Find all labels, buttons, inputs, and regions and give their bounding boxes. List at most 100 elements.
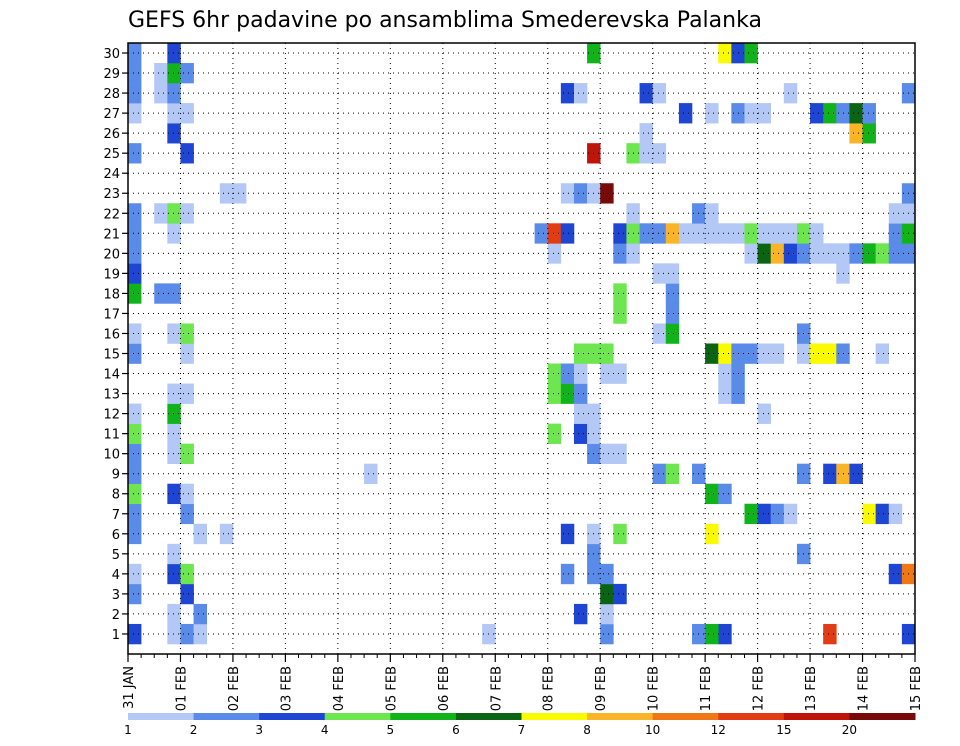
colorbar-label: 10	[645, 723, 660, 737]
precip-cell	[128, 263, 142, 284]
precip-cell	[823, 243, 837, 264]
precip-cell	[180, 483, 194, 505]
precip-cell	[573, 383, 588, 404]
precip-cell	[600, 603, 614, 625]
precip-cell	[167, 203, 181, 224]
precip-cell	[128, 223, 142, 244]
precip-cell	[783, 243, 798, 264]
precip-cell	[193, 623, 207, 645]
precip-cell	[600, 363, 614, 384]
y-tick-label: 1	[112, 628, 120, 643]
precip-cell	[652, 223, 667, 244]
precip-cell	[757, 243, 772, 264]
precip-cell	[744, 43, 758, 64]
precip-cell	[573, 603, 588, 625]
x-tick-label: 05 FEB	[384, 666, 399, 711]
x-tick-label: 13 FEB	[804, 666, 819, 711]
precip-cell	[167, 383, 181, 404]
precip-cell	[180, 103, 194, 124]
precip-cell	[705, 103, 719, 124]
precip-cell	[600, 183, 614, 204]
precip-cell	[849, 123, 863, 144]
y-tick-label: 30	[103, 47, 120, 62]
grid-layer	[128, 43, 915, 654]
colorbar-segment	[324, 713, 391, 720]
precip-cell	[744, 243, 758, 264]
precip-cell	[652, 83, 667, 104]
precip-cell	[154, 63, 168, 84]
precip-cell	[862, 103, 876, 124]
precip-cell	[180, 583, 194, 605]
precip-cell	[128, 523, 142, 545]
colorbar-segment	[783, 713, 850, 720]
precip-cell	[534, 223, 549, 244]
x-tick-label: 11 FEB	[699, 666, 714, 711]
precip-cell	[128, 143, 142, 164]
precip-cell	[613, 363, 627, 384]
precip-cell	[180, 203, 194, 224]
precip-cell	[718, 363, 732, 384]
precip-cell	[167, 563, 181, 585]
precip-cell	[180, 503, 194, 525]
precip-cell	[128, 483, 142, 505]
precip-cell	[167, 543, 181, 565]
precip-cell	[547, 223, 562, 244]
colorbar-label: 20	[842, 723, 857, 737]
colorbar-segment	[718, 713, 785, 720]
precip-cell	[810, 103, 824, 124]
precip-cell	[128, 403, 142, 424]
colorbar-label: 15	[776, 723, 791, 737]
precip-cell	[600, 563, 614, 585]
precip-cell	[154, 283, 168, 304]
precip-cell	[128, 243, 142, 264]
precip-cell	[232, 183, 247, 204]
y-tick-label: 7	[112, 508, 120, 523]
y-tick-label: 24	[103, 167, 120, 182]
precip-cell	[705, 523, 719, 545]
x-tick-label: 01 FEB	[174, 666, 189, 711]
precip-cell	[757, 503, 772, 525]
precip-cell	[547, 423, 562, 444]
precip-cell	[888, 503, 903, 525]
precip-cell	[167, 403, 181, 424]
precip-cell	[613, 583, 627, 605]
precip-cell	[718, 383, 732, 404]
y-tick-label: 9	[112, 468, 120, 483]
precip-cell	[639, 123, 653, 144]
y-tick-label: 20	[103, 247, 120, 262]
precip-cell	[167, 483, 181, 505]
precip-cell	[560, 563, 575, 585]
x-tick-label: 10 FEB	[647, 666, 662, 711]
colorbar-label: 4	[321, 723, 329, 737]
precip-cell	[128, 623, 142, 645]
precip-cell	[652, 463, 667, 485]
precip-cell	[600, 343, 614, 364]
precip-cell	[167, 603, 181, 625]
x-tick-label: 14 FEB	[857, 666, 872, 711]
precip-cell	[128, 463, 142, 485]
x-axis: 31 JAN 01 FEB 02 FEB 03 FEB 04 FEB 05 FEB 06 F…	[122, 654, 924, 711]
precip-cell	[128, 343, 142, 364]
y-tick-label: 27	[103, 107, 120, 122]
precip-cell	[783, 223, 798, 244]
precip-cell	[639, 143, 653, 164]
precip-cell	[128, 503, 142, 525]
precip-cell	[180, 323, 194, 344]
precip-cell	[678, 223, 693, 244]
colorbar-segment	[521, 713, 588, 720]
precip-cell	[573, 343, 588, 364]
precip-cell	[875, 343, 890, 364]
y-tick-label: 17	[103, 307, 120, 322]
precip-cell	[547, 243, 562, 264]
precip-cell	[770, 243, 785, 264]
precip-cell	[560, 223, 575, 244]
chart-title: GEFS 6hr padavine po ansamblima Smederev…	[128, 8, 762, 33]
precip-cell	[823, 623, 837, 645]
precip-cell	[573, 363, 588, 384]
precip-cell	[810, 343, 824, 364]
colorbar-legend: 1 2 3 4 5 6 7 8 10 12 15 20	[124, 713, 916, 737]
precip-cell	[600, 443, 614, 464]
precip-cell	[128, 423, 142, 444]
precip-cell	[770, 343, 785, 364]
precip-cell	[128, 563, 142, 585]
